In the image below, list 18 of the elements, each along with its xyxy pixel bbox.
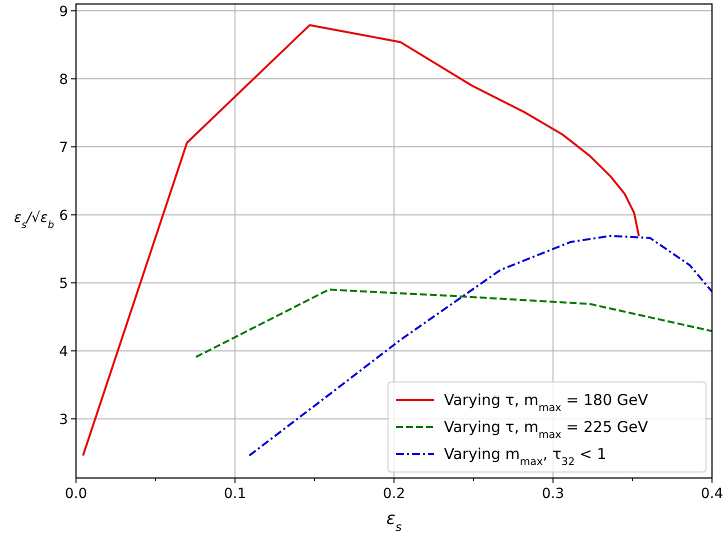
legend-label: Varying τ, m$_{max}$ = 180 GeV [444,391,649,414]
x-tick-label: 0.0 [64,486,88,502]
x-tick-label: 0.4 [700,486,724,502]
x-axis-title: ε$_{s}$ [386,509,402,534]
y-tick-label: 7 [59,140,68,156]
legend-label: Varying τ, m$_{max}$ = 225 GeV [444,418,649,441]
y-tick-label: 4 [59,344,68,360]
y-tick-label: 5 [59,276,68,292]
y-tick-label: 6 [59,208,68,224]
y-axis-title: ε$_{s}$/√ε$_{b}$ [14,210,54,230]
x-tick-label: 0.3 [542,486,564,502]
y-tick-label: 3 [59,412,68,428]
x-tick-label: 0.1 [224,486,246,502]
legend-label: Varying m$_{max}$, τ$_{32}$ < 1 [444,445,606,468]
line-series [195,288,713,358]
x-tick-label: 0.2 [382,486,406,502]
y-tick-label: 8 [59,72,68,88]
y-tick-label: 9 [59,4,68,20]
